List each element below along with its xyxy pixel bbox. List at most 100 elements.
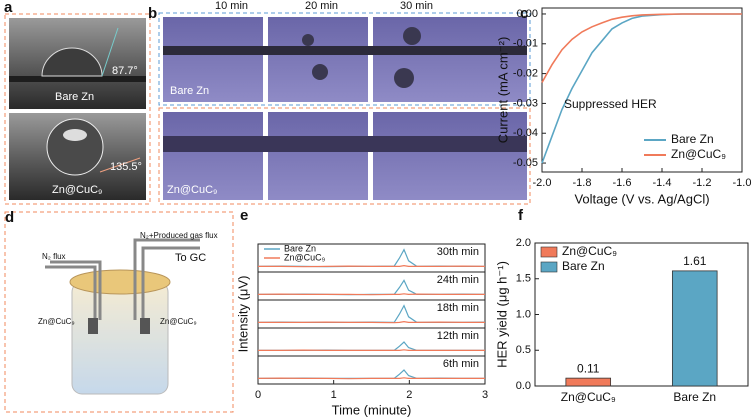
angle: 135.5° (110, 161, 142, 173)
panel-label: 18th min (437, 302, 479, 314)
x-tick-label: Bare Zn (673, 390, 716, 404)
trace (257, 293, 485, 296)
panel-d: d N₂ flux N₂+Produced gas flux To GC Zn@… (4, 209, 234, 413)
y-tick-label: -0.05 (513, 157, 538, 169)
x-axis-label: Voltage (V vs. Ag/AgCl) (574, 191, 709, 206)
label: N₂+Produced gas flux (140, 231, 218, 240)
y-tick-label: 0.00 (517, 8, 538, 20)
reflection (63, 129, 87, 141)
legend-label: Zn@CuC₉ (284, 252, 326, 262)
angle-line (101, 27, 119, 77)
x-tick-label: -1.4 (653, 177, 672, 189)
zn-foil (163, 46, 527, 55)
label: Zn@CuC₉ (160, 317, 197, 326)
panel-label: 24th min (437, 274, 479, 286)
panel-letter: a (4, 0, 13, 16)
bar (671, 270, 718, 387)
x-tick-label: -2.0 (533, 177, 552, 189)
x-tick-label: -1.0 (733, 177, 752, 189)
bubble (394, 68, 414, 88)
panel-label: 30th min (437, 246, 479, 258)
x-tick-label: -1.2 (693, 177, 712, 189)
trace (258, 349, 485, 351)
substrate (9, 76, 146, 82)
droplet (46, 118, 104, 176)
x-tick-label: -1.8 (573, 177, 592, 189)
axes (541, 7, 743, 173)
x-tick-label: -1.6 (613, 177, 632, 189)
y-tick-label: 1.0 (516, 308, 531, 320)
label: Bare Zn (55, 91, 94, 103)
outlet-pipe (133, 238, 200, 320)
panel-letter: f (518, 207, 524, 224)
panel-label: 6th min (443, 358, 479, 370)
legend-label: Zn@CuC₉ (671, 147, 726, 161)
label: Zn@CuC₉ (167, 184, 217, 196)
photo (268, 112, 368, 200)
photo (373, 17, 527, 102)
legend-label: Bare Zn (284, 243, 316, 253)
panel-letter: d (5, 209, 14, 226)
photo (268, 17, 368, 102)
trace (257, 377, 485, 380)
trace (258, 341, 485, 351)
bar (565, 377, 612, 387)
y-tick-label: -0.04 (513, 127, 538, 139)
legend-label: Bare Zn (671, 132, 714, 146)
y-tick-label: 1.5 (516, 273, 531, 285)
photo (163, 17, 263, 102)
y-tick-label: -0.03 (513, 97, 538, 109)
y-tick-label: 2.0 (516, 237, 531, 249)
lid (69, 269, 171, 295)
panel-label: 12th min (437, 330, 479, 342)
bubble (403, 27, 421, 45)
panel-a: a 87.7° Bare Zn 135.5° Zn@CuC₉ (4, 0, 151, 205)
photo (163, 112, 263, 200)
cell (71, 281, 169, 395)
electrode (88, 318, 98, 334)
trace (258, 320, 485, 324)
x-tick-label: 3 (482, 389, 488, 401)
label: Bare Zn (170, 85, 209, 97)
time-label: 30 min (400, 0, 433, 12)
y-tick-label: -0.01 (513, 38, 538, 50)
subplot (257, 355, 486, 385)
frame (4, 13, 151, 205)
trace (258, 369, 485, 380)
inlet-pipe (45, 260, 102, 320)
legend-swatch (540, 261, 558, 273)
label: Zn@CuC₉ (38, 317, 75, 326)
frame (4, 211, 234, 413)
frame (158, 12, 531, 106)
value-label: 0.11 (577, 361, 600, 375)
x-axis-label: Time (minute) (332, 402, 412, 417)
y-axis-label: Intensity (μV) (235, 276, 250, 353)
y-axis-label: HER yield (μg h⁻¹) (494, 261, 509, 368)
line (541, 13, 742, 83)
photo (373, 112, 527, 200)
angle-line (99, 157, 141, 173)
y-axis-label: Current (mA cm⁻²) (495, 37, 510, 144)
annotation: Suppressed HER (564, 97, 657, 111)
y-tick-label: -0.02 (513, 68, 538, 80)
angle: 87.7° (112, 65, 138, 77)
trace (258, 264, 486, 268)
label: Zn@CuC₉ (52, 184, 102, 196)
time-label: 10 min (215, 0, 248, 12)
legend-swatch (540, 246, 558, 258)
label: To GC (175, 252, 206, 264)
electrode (140, 318, 150, 334)
panel-letter: b (148, 5, 157, 22)
legend-label: Bare Zn (562, 259, 605, 273)
bubble (302, 34, 314, 46)
y-tick-label: 0.0 (516, 380, 531, 392)
panel-b: b 10 min 20 min 30 min Bare Zn Zn@CuC₉ (148, 0, 531, 205)
droplet (41, 47, 103, 77)
value-label: 1.61 (683, 254, 707, 268)
time-label: 20 min (305, 0, 338, 12)
x-tick-label: Zn@CuC₉ (561, 390, 616, 404)
frame (158, 107, 531, 205)
x-tick-label: 0 (255, 389, 261, 401)
zn-foil (163, 136, 527, 152)
